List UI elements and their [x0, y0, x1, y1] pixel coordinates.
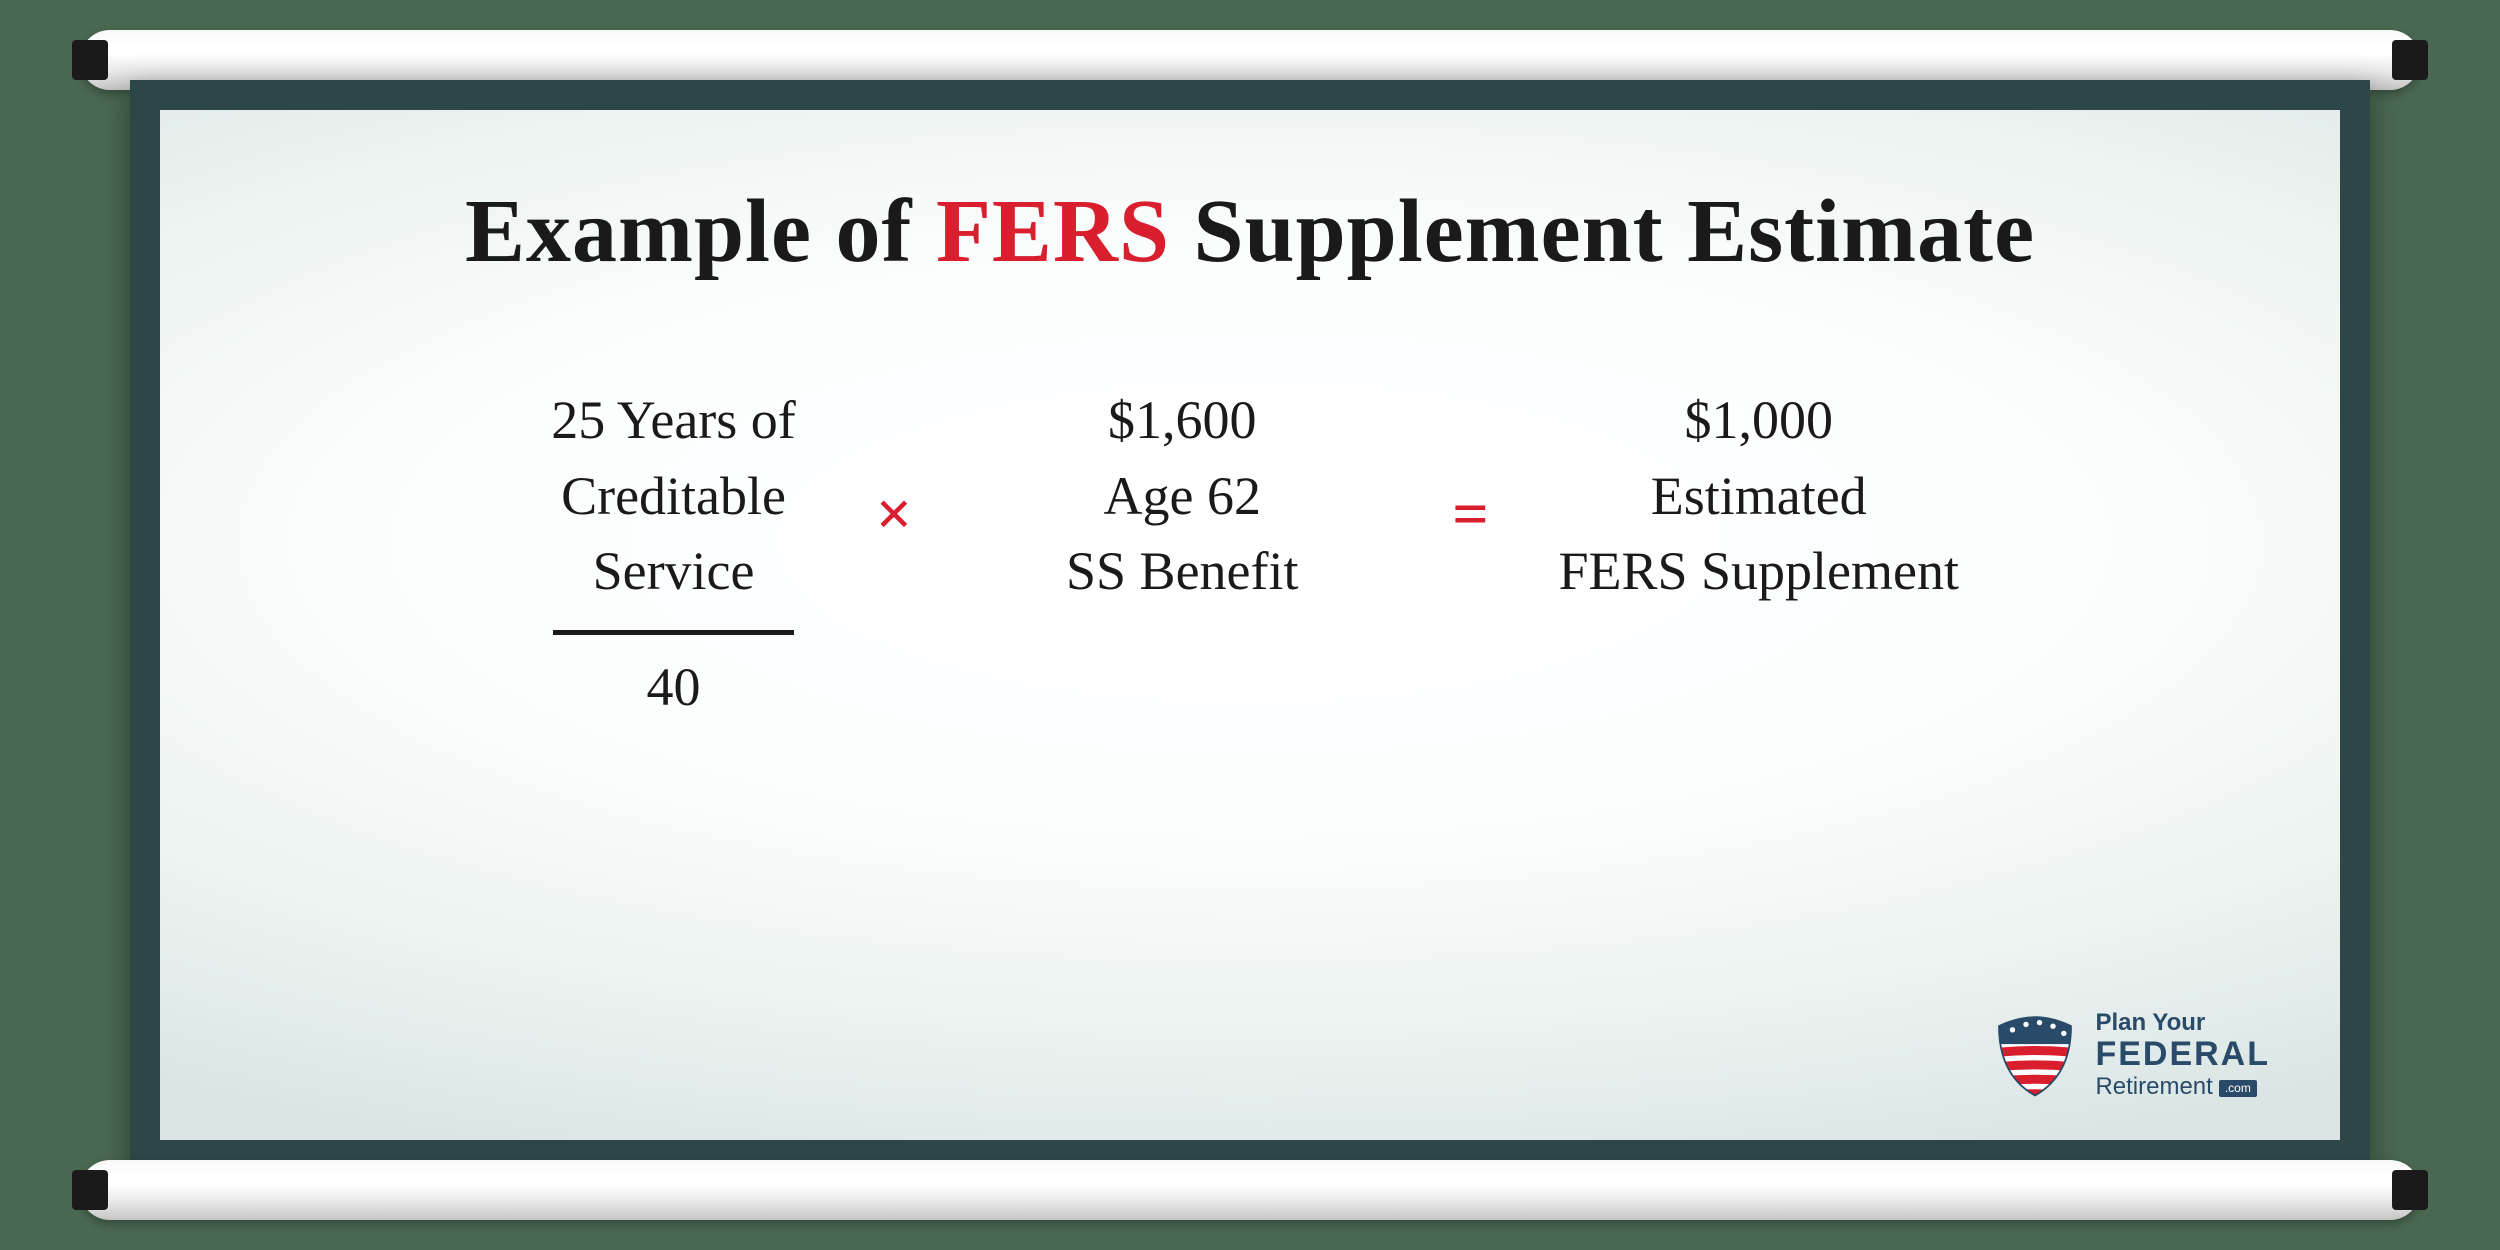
term-line: Estimated — [1549, 459, 1969, 535]
title-post: Supplement Estimate — [1170, 182, 2035, 281]
roller-bottom — [80, 1160, 2420, 1220]
fraction-line — [553, 630, 795, 635]
denominator: 40 — [647, 650, 701, 726]
title-pre: Example of — [465, 182, 936, 281]
term-line: FERS Supplement — [1549, 534, 1969, 610]
equals-operator: = — [1452, 477, 1488, 551]
roller-cap — [2392, 1170, 2428, 1210]
numerator-line: Creditable — [551, 459, 796, 535]
title-highlight: FERS — [936, 182, 1170, 281]
brand-logo: Plan Your FEDERAL Retirement .com — [1990, 1010, 2270, 1100]
projector-frame: Example of FERS Supplement Estimate 25 Y… — [100, 30, 2400, 1220]
logo-line2: FEDERAL — [2095, 1036, 2270, 1073]
logo-text: Plan Your FEDERAL Retirement .com — [2095, 1010, 2270, 1100]
title: Example of FERS Supplement Estimate — [240, 180, 2260, 283]
numerator-line: 25 Years of — [551, 383, 796, 459]
logo-suffix: .com — [2219, 1080, 2257, 1097]
term-line: $1,000 — [1549, 383, 1969, 459]
equation-row: 25 Years of Creditable Service 40 × $1,6… — [240, 383, 2260, 725]
numerator: 25 Years of Creditable Service — [531, 383, 816, 625]
term-line: SS Benefit — [972, 534, 1392, 610]
numerator-line: Service — [551, 534, 796, 610]
shield-icon — [1990, 1010, 2080, 1100]
logo-line3-text: Retirement — [2095, 1074, 2212, 1100]
multiply-operator: × — [876, 477, 912, 551]
logo-line1: Plan Your — [2095, 1010, 2270, 1036]
middle-term: $1,600 Age 62 SS Benefit — [972, 383, 1392, 610]
whiteboard-screen: Example of FERS Supplement Estimate 25 Y… — [160, 110, 2340, 1140]
logo-line3: Retirement .com — [2095, 1074, 2270, 1100]
roller-cap — [2392, 40, 2428, 80]
term-line: Age 62 — [972, 459, 1392, 535]
screen-border: Example of FERS Supplement Estimate 25 Y… — [130, 80, 2370, 1170]
roller-cap — [72, 1170, 108, 1210]
fraction-term: 25 Years of Creditable Service 40 — [531, 383, 816, 725]
result-term: $1,000 Estimated FERS Supplement — [1549, 383, 1969, 610]
term-line: $1,600 — [972, 383, 1392, 459]
roller-cap — [72, 40, 108, 80]
